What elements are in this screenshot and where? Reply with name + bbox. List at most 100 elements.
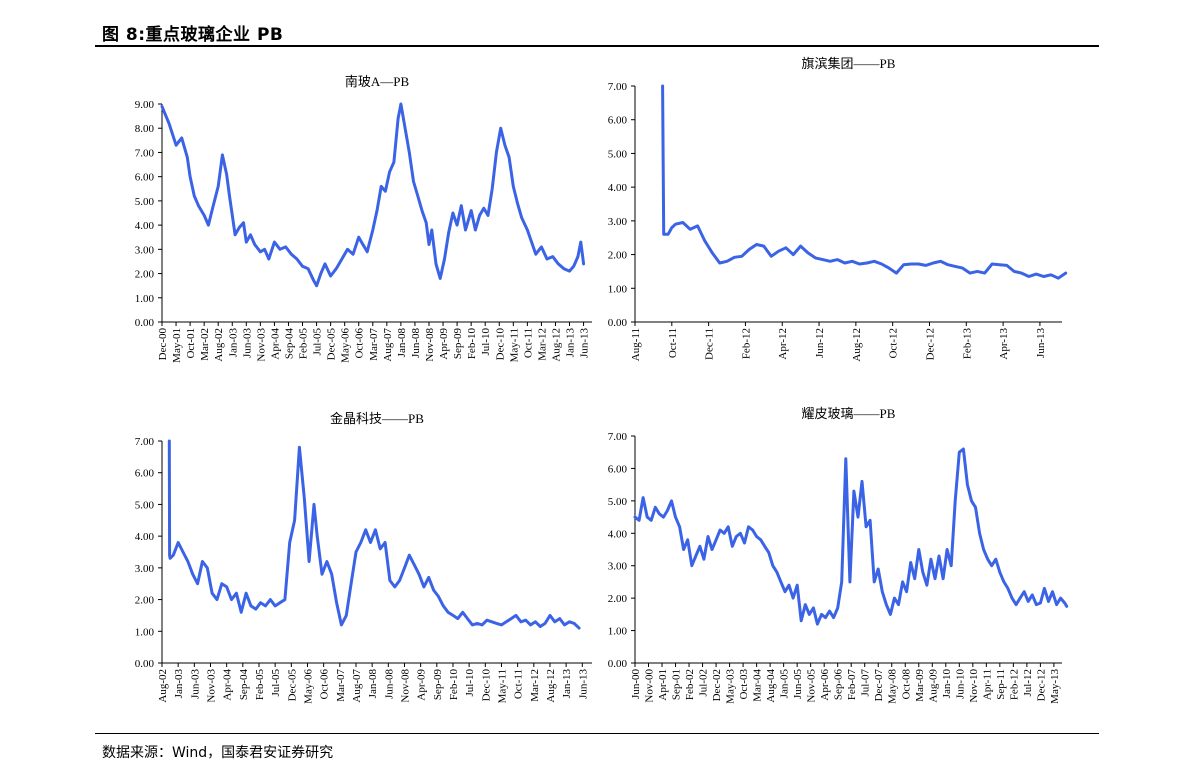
x-tick-label: Jan-03 <box>227 328 239 358</box>
x-tick-label: Dec-12 <box>924 328 936 360</box>
y-tick-label: 7.00 <box>608 81 628 93</box>
y-tick-label: 9.00 <box>135 99 155 111</box>
x-tick-label: Mar-12 <box>529 669 541 702</box>
chart-jinjing-pb: 金晶科技——PB 0.00 1.00 2.00 3.00 4.00 5.00 6.00 7.00… <box>135 411 592 704</box>
chart-title: 旗滨集团——PB <box>802 56 896 71</box>
y-tick-label: 4.00 <box>135 531 155 543</box>
chart-title: 耀皮玻璃——PB <box>802 406 896 421</box>
x-tick-label: Jun-12 <box>814 328 826 358</box>
x-tick-label: Oct-08 <box>900 669 912 700</box>
x-tick-label: Sep-06 <box>833 669 845 701</box>
x-tick-label: Sep-04 <box>238 669 250 701</box>
x-tick-label: Jan-05 <box>779 669 791 699</box>
x-tick-label: Mar-02 <box>199 328 211 361</box>
x-tick-label: May-11 <box>508 328 520 362</box>
x-tick-label: Jan-13 <box>561 669 573 699</box>
x-tick-label: Oct-01 <box>185 328 197 359</box>
x-tick-label: Jul-02 <box>698 669 710 697</box>
x-tick-label: Jan-08 <box>396 328 408 358</box>
x-tick-label: Jan-10 <box>941 669 953 699</box>
x-tick-label: Sep-09 <box>432 669 444 701</box>
y-tick-label: 6.00 <box>135 468 155 480</box>
x-tick-label: Aug-12 <box>545 669 557 703</box>
x-tick-label: Mar-12 <box>536 328 548 361</box>
x-tick-label: Nov-00 <box>644 669 656 703</box>
x-tick-label: Apr-11 <box>981 669 993 700</box>
x-tick-label: Apr-06 <box>819 669 831 701</box>
y-tick-label: 5.00 <box>135 499 155 511</box>
x-tick-label: Apr-04 <box>269 328 281 360</box>
x-tick-label: Nov-05 <box>806 669 818 703</box>
x-tick-label: Feb-12 <box>740 328 752 359</box>
x-tick-label: Jul-12 <box>1022 669 1034 697</box>
pb-series-line <box>167 439 581 630</box>
x-tick-label: Jun-00 <box>630 669 642 699</box>
x-tick-label: Dec-02 <box>711 669 723 701</box>
x-tick-label: Mar-07 <box>335 669 347 702</box>
x-tick-label: Mar-04 <box>752 669 764 702</box>
x-tick-label: Apr-04 <box>222 669 234 701</box>
y-tick-label: 2.00 <box>608 250 628 262</box>
chart-qibin-pb: 旗滨集团——PB 0.00 1.00 2.00 3.00 4.00 5.00 6.00 7.00… <box>608 56 1068 362</box>
x-tick-label: May-11 <box>496 669 508 703</box>
x-tick-label: Feb-05 <box>298 328 310 360</box>
x-tick-label: Jul-05 <box>270 669 282 697</box>
y-tick-label: 7.00 <box>608 431 628 443</box>
y-tick-label: 5.00 <box>608 496 628 508</box>
x-tick-label: May-03 <box>725 669 737 704</box>
x-tick-label: Apr-09 <box>438 328 450 360</box>
y-tick-label: 0.00 <box>608 658 628 670</box>
x-tick-label: Aug-02 <box>157 669 169 703</box>
x-tick-label: Dec-11 <box>704 328 716 360</box>
x-tick-label: Aug-11 <box>630 328 642 361</box>
chart-title: 金晶科技——PB <box>330 411 424 426</box>
y-tick-label: 7.00 <box>135 147 155 159</box>
pb-series-line <box>661 84 1068 280</box>
x-tick-label: Sep-09 <box>452 328 464 360</box>
pb-series-line <box>160 102 586 288</box>
x-tick-label: Dec-07 <box>873 669 885 702</box>
x-tick-label: Feb-12 <box>1008 669 1020 700</box>
y-tick-label: 1.00 <box>135 293 155 305</box>
x-tick-label: Jun-03 <box>189 669 201 699</box>
x-tick-label: May-08 <box>887 669 899 704</box>
x-tick-label: Aug-09 <box>927 669 939 703</box>
x-tick-label: Feb-10 <box>466 328 478 360</box>
y-tick-label: 3.00 <box>135 244 155 256</box>
y-tick-label: 0.00 <box>135 317 155 329</box>
y-tick-label: 0.00 <box>608 317 628 329</box>
x-tick-label: Aug-07 <box>351 669 363 703</box>
x-tick-label: Dec-10 <box>494 328 506 361</box>
x-tick-label: Aug-12 <box>550 328 562 362</box>
bottom-divider <box>95 733 1099 734</box>
x-tick-label: Aug-04 <box>765 669 777 703</box>
x-tick-label: Apr-13 <box>998 328 1010 360</box>
y-tick-label: 7.00 <box>135 436 155 448</box>
y-tick-label: 6.00 <box>608 463 628 475</box>
x-tick-label: Sep-04 <box>283 328 295 360</box>
x-tick-label: Jun-03 <box>241 328 253 358</box>
x-tick-label: Jan-03 <box>173 669 185 699</box>
x-tick-label: Feb-13 <box>961 328 973 360</box>
x-tick-label: Jun-05 <box>792 669 804 699</box>
y-tick-label: 3.00 <box>135 563 155 575</box>
y-tick-label: 1.00 <box>608 626 628 638</box>
x-tick-label: Aug-02 <box>213 328 225 362</box>
x-tick-label: May-01 <box>171 328 183 363</box>
x-tick-label: Dec-05 <box>326 328 338 361</box>
top-divider <box>95 45 1099 47</box>
x-tick-label: Jun-13 <box>579 328 591 358</box>
x-tick-label: Nov-08 <box>399 669 411 703</box>
y-tick-label: 2.00 <box>608 593 628 605</box>
y-tick-label: 3.00 <box>608 216 628 228</box>
source-note: 数据来源：Wind，国泰君安证券研究 <box>102 745 334 761</box>
y-tick-label: 0.00 <box>135 658 155 670</box>
x-tick-label: May-06 <box>340 328 352 363</box>
x-tick-label: Feb-10 <box>448 669 460 701</box>
y-tick-label: 5.00 <box>608 148 628 160</box>
x-tick-label: Jun-08 <box>410 328 422 358</box>
y-tick-label: 2.00 <box>135 269 155 281</box>
x-tick-label: Mar-07 <box>368 328 380 361</box>
x-tick-label: Feb-05 <box>254 669 266 701</box>
x-tick-label: Apr-12 <box>777 328 789 360</box>
